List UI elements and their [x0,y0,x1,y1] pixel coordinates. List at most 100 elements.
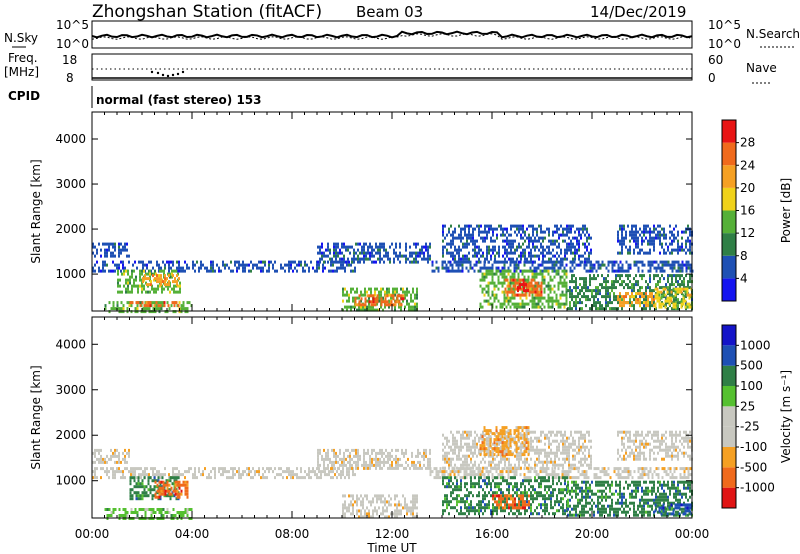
velocity-colorbar-tick: 100 [740,379,763,393]
velocity-ytick-label: 3000 [55,383,86,397]
power-ytick-label: 2000 [55,222,86,236]
velocity-panel: 1000 2000 3000 4000 Slant Range [km] -1000 -50… [29,317,793,520]
power-ytick-label: 1000 [55,267,86,281]
power-region-4 [117,269,181,294]
velocity-colorbar-swatch [722,426,736,447]
beam-label: Beam 03 [356,3,423,21]
power-colorbar-swatch [722,210,736,234]
velocity-region-9 [479,426,530,457]
velocity-colorbar-tick: -1000 [740,481,775,495]
velocity-region-5 [317,448,431,470]
power-colorbar-tick: 4 [740,271,748,285]
velocity-ylabel: Slant Range [km] [29,365,43,469]
velocity-region-13 [654,503,693,516]
nave-dip-markers [150,70,185,78]
power-colorbar-swatch [722,165,736,188]
noise-right-tick-top: 10^5 [708,18,741,32]
noise-search-label: N.Search [746,27,800,41]
velocity-colorbar-swatch [722,325,736,346]
velocity-colorbar-swatch [722,467,736,488]
velocity-colorbar-swatch [722,345,736,366]
velocity-region-1 [92,448,130,464]
time-tick-label: 20:00 [575,527,610,541]
power-ytick-label: 3000 [55,177,86,191]
freq-right-tick-bottom: 0 [708,71,716,85]
power-colorbar-tick: 20 [740,181,755,195]
power-colorbar-tick: 8 [740,249,748,263]
time-tick-label: 16:00 [475,527,510,541]
velocity-colorbar-tick: -500 [740,460,767,474]
power-colorbar-tick: 28 [740,136,755,150]
freq-tick-bottom: 8 [66,71,74,85]
velocity-region-7 [429,467,692,480]
power-colorbar-tick: 12 [740,226,755,240]
power-region-10 [442,224,592,264]
noise-sky-label: N.Sky [4,31,38,45]
power-colorbar-swatch [722,278,736,301]
time-tick-label: 08:00 [275,527,310,541]
power-region-15 [617,292,655,308]
time-tick-label: 04:00 [175,527,210,541]
power-colorbar-label: Power [dB] [779,178,793,243]
velocity-colorbar-swatch [722,447,736,468]
power-colorbar-tick: 16 [740,204,755,218]
power-region-3 [129,301,180,308]
cpid-label: CPID [8,89,40,103]
power-colorbar-swatch [722,120,736,143]
velocity-region-4 [154,480,189,499]
power-y-axis: 1000 2000 3000 4000 Slant Range [km] [29,112,693,311]
power-colorbar-tick: 24 [740,158,755,172]
power-colorbar: 4 8 12 16 20 24 28 Power [dB] [721,119,793,302]
velocity-colorbar-swatch [722,487,736,508]
noise-tick-top: 10^5 [56,18,89,32]
power-ylabel: Slant Range [km] [29,159,43,263]
freq-panel-frame [91,53,693,81]
velocity-region-8 [442,430,592,470]
power-panel: 1000 2000 3000 4000 Slant Range [km] 4 8 12 16 20… [29,112,793,314]
time-tick-label: 00:00 [75,527,110,541]
station-title: Zhongshan Station (fitACF) [92,2,322,22]
power-region-13 [517,283,529,293]
power-region-8 [354,294,405,307]
velocity-colorbar-swatch [722,365,736,386]
power-ytick-label: 4000 [55,132,86,146]
power-colorbar-swatch [722,142,736,166]
velocity-ytick-label: 4000 [55,337,86,351]
velocity-colorbar-tick: 25 [740,399,755,413]
power-region-0 [92,242,130,258]
velocity-colorbar-tick: 1000 [740,338,771,352]
velocity-ytick-label: 1000 [55,474,86,488]
velocity-y-axis: 1000 2000 3000 4000 Slant Range [km] [29,317,693,518]
velocity-region-6 [342,494,418,519]
velocity-colorbar-tick: 500 [740,359,763,373]
velocity-colorbar-swatch [722,386,736,407]
power-region-5 [142,274,180,287]
velocity-colorbar-tick: -100 [740,440,767,454]
noise-search-line [91,33,693,40]
velocity-region-12 [567,480,693,517]
velocity-region-14 [617,430,693,461]
power-panel-frame [91,111,693,312]
freq-label-2: [MHz] [4,65,39,79]
velocity-ytick-label: 2000 [55,428,86,442]
velocity-colorbar: -1000 -500 -100 -25 25 100 500 1000 Velocity [m … [721,324,793,509]
freq-tick-top: 18 [62,53,77,67]
velocity-colorbar-tick: -25 [740,420,760,434]
power-colorbar-swatch [722,255,736,279]
power-region-16 [617,224,693,255]
power-region-6 [317,242,431,264]
cpid-value: normal (fast stereo) 153 [96,93,262,107]
time-axis-label: Time UT [366,541,417,554]
noise-sky-line [91,30,693,39]
time-axis: 00:00 04:00 08:00 12:00 16:00 20:00 00:00 [75,527,710,541]
velocity-colorbar-label: Velocity [m s⁻¹] [779,370,793,463]
velocity-colorbar-swatch [722,406,736,427]
velocity-panel-frame [91,316,693,519]
power-colorbar-swatch [722,187,736,211]
power-region-17 [654,287,693,309]
power-colorbar-swatch [722,233,736,256]
noise-tick-bottom: 10^0 [56,37,89,51]
time-tick-label: 12:00 [375,527,410,541]
nave-label: Nave [746,61,777,75]
